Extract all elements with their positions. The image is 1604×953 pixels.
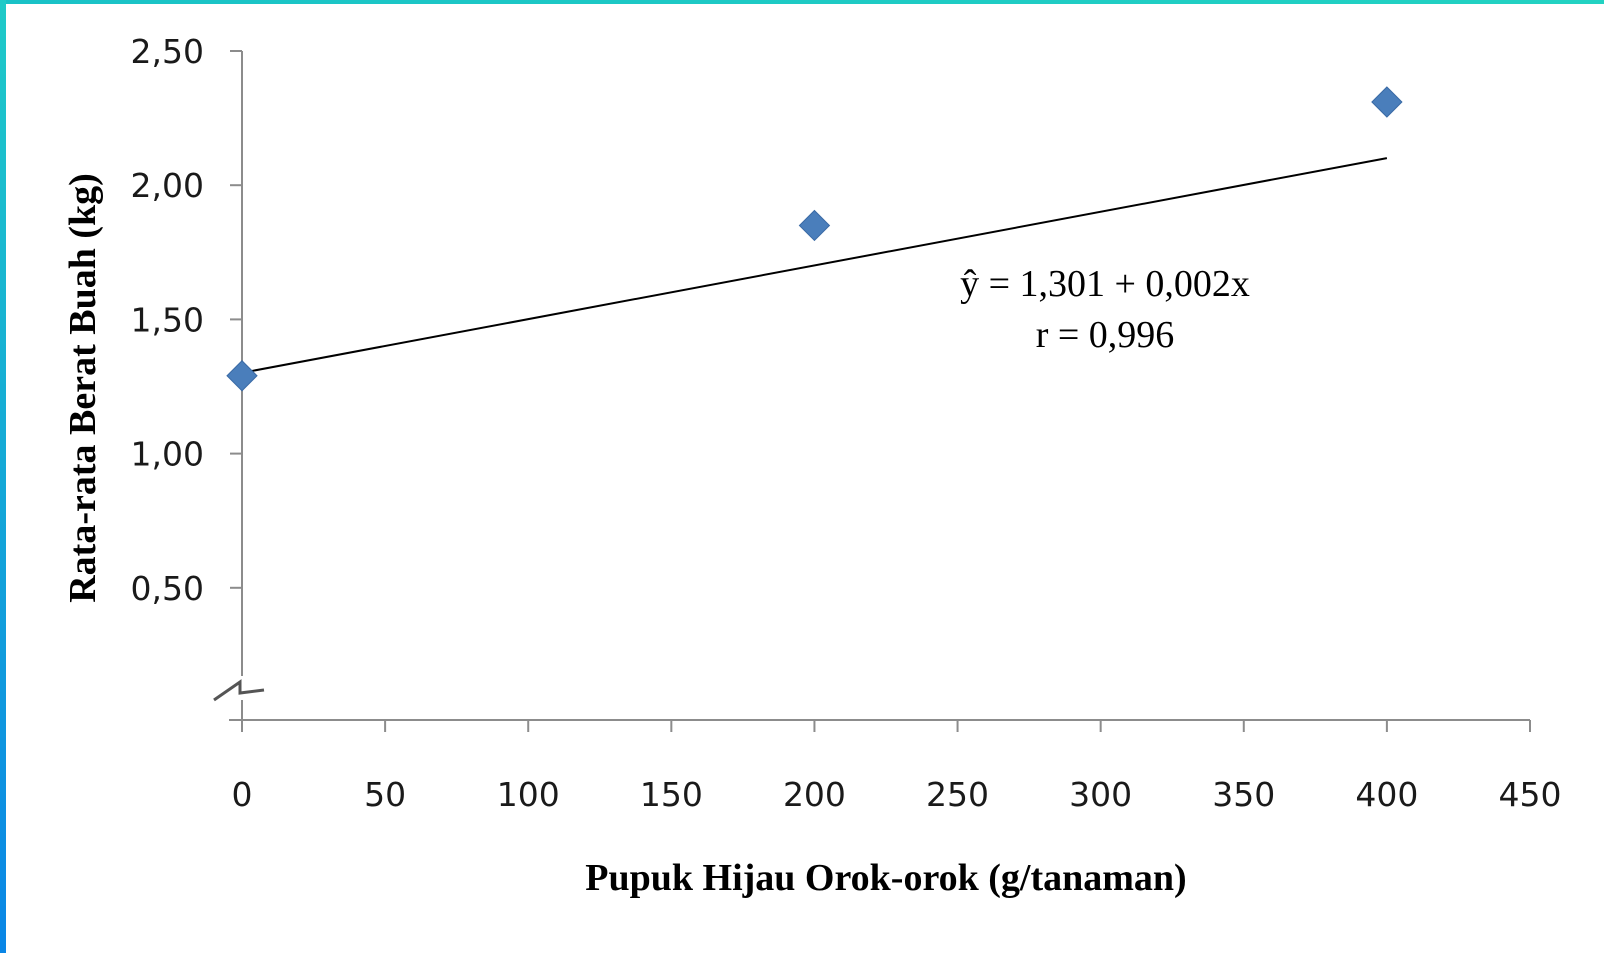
- trendline-group: [241, 157, 1388, 374]
- x-tick-label: 300: [1069, 775, 1132, 814]
- y-tick-label: 0,50: [131, 569, 204, 608]
- y-tick-label: 2,50: [131, 32, 204, 71]
- x-tick-label: 350: [1212, 775, 1275, 814]
- x-tick-label: 150: [640, 775, 703, 814]
- x-tick-label: 50: [364, 775, 406, 814]
- y-tick-label: 2,00: [131, 166, 204, 205]
- axes: [213, 51, 1530, 721]
- x-tick-label: 250: [926, 775, 989, 814]
- axis-break-marker: [213, 679, 265, 702]
- trendline: [241, 157, 1388, 374]
- x-tick-label: 100: [497, 775, 560, 814]
- frame-left-edge: [0, 0, 6, 953]
- data-point: [1371, 86, 1403, 118]
- x-tick-label: 0: [232, 775, 253, 814]
- y-axis-title: Rata-rata Berat Buah (kg): [62, 173, 104, 603]
- x-tick-label: 400: [1355, 775, 1418, 814]
- x-axis-ticks: 0 50 100 150 200 250 300 350 400 450: [232, 720, 1562, 814]
- frame-top-edge: [0, 0, 1604, 4]
- correlation-coefficient: r = 0,996: [1036, 314, 1175, 356]
- x-axis-title: Pupuk Hijau Orok-orok (g/tanaman): [585, 857, 1186, 899]
- x-tick-label: 200: [783, 775, 846, 814]
- regression-equation: ŷ = 1,301 + 0,002x: [960, 263, 1250, 305]
- y-tick-label: 1,50: [131, 300, 204, 339]
- data-points: [226, 86, 1403, 392]
- x-tick-label: 450: [1499, 775, 1562, 814]
- y-axis-ticks: 0,50 1,00 1,50 2,00 2,50: [131, 32, 242, 608]
- data-point: [798, 209, 831, 242]
- y-tick-label: 1,00: [131, 435, 204, 474]
- data-point: [226, 360, 258, 392]
